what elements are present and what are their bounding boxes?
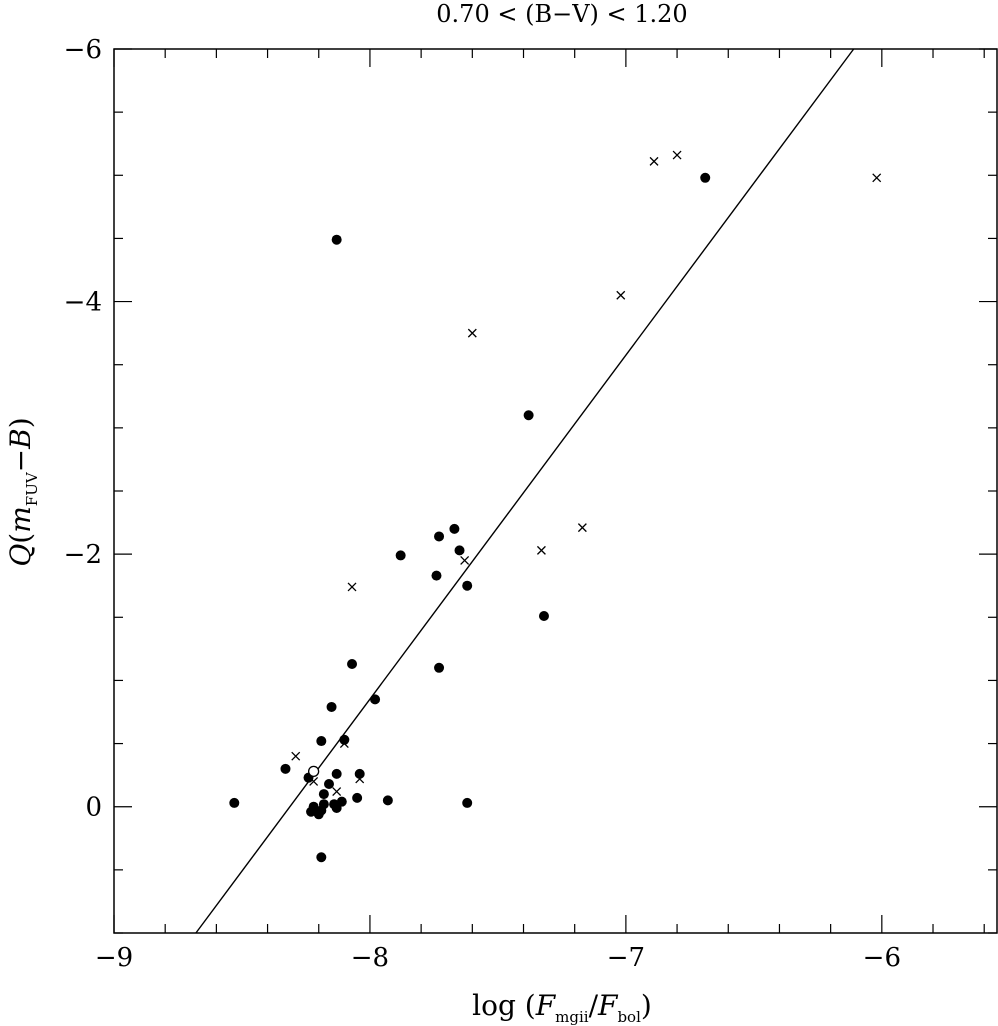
y-label-var: m bbox=[4, 506, 37, 533]
cross-point bbox=[616, 290, 626, 300]
filled-circle-point bbox=[382, 795, 393, 806]
filled-circle-point bbox=[352, 792, 363, 803]
cross-point bbox=[332, 787, 342, 797]
y-label-open: ( bbox=[4, 533, 37, 544]
x-label-prefix: log ( bbox=[472, 989, 536, 1022]
x-label-num-sub: mgii bbox=[555, 1008, 589, 1026]
filled-circle-point bbox=[316, 852, 327, 863]
filled-circle-point bbox=[431, 570, 442, 581]
filled-circle-point bbox=[462, 580, 473, 591]
cross-point bbox=[460, 555, 470, 565]
filled-circle-point bbox=[523, 410, 534, 421]
x-label-den-sub: bol bbox=[617, 1008, 641, 1026]
filled-circle-point bbox=[434, 662, 445, 673]
filled-circle-point bbox=[347, 659, 358, 670]
y-axis-label: Q(mFUV−B) bbox=[4, 417, 41, 566]
filled-circle-point bbox=[229, 797, 240, 808]
x-tick-label: −9 bbox=[95, 943, 133, 973]
cross-point bbox=[339, 739, 349, 749]
cross-point bbox=[355, 774, 365, 784]
y-tick-label: −4 bbox=[64, 288, 102, 318]
cross-point bbox=[309, 776, 319, 786]
y-label-q: Q bbox=[4, 544, 37, 567]
plot-area bbox=[195, 48, 882, 934]
chart-title: 0.70 < (B−V) < 1.20 bbox=[436, 0, 687, 28]
tick-labels: −9 −8 −7 −6 0 −2 −4 −6 bbox=[64, 35, 901, 973]
filled-circle-point bbox=[316, 736, 327, 747]
y-tick-label: −2 bbox=[64, 540, 102, 570]
cross-point bbox=[672, 150, 682, 160]
filled-circle-point bbox=[370, 694, 381, 705]
filled-circle-point bbox=[326, 701, 337, 712]
cross-point bbox=[467, 328, 477, 338]
y-label-close: ) bbox=[4, 417, 37, 428]
x-tick-label: −7 bbox=[607, 943, 645, 973]
filled-circle-point bbox=[339, 734, 350, 745]
minor-ticks bbox=[114, 49, 997, 934]
plot-frame bbox=[113, 48, 998, 934]
data-points bbox=[229, 150, 882, 863]
filled-circle-point bbox=[700, 172, 711, 183]
y-label-sub: FUV bbox=[23, 471, 41, 506]
filled-circle-point bbox=[434, 531, 445, 542]
y-tick-label: −6 bbox=[64, 35, 102, 65]
cross-point bbox=[872, 173, 882, 183]
filled-circle-point bbox=[323, 778, 334, 789]
filled-circle-point bbox=[318, 789, 329, 800]
filled-circle-point bbox=[306, 806, 317, 817]
filled-circle-point bbox=[354, 768, 365, 779]
major-ticks bbox=[113, 48, 997, 933]
open-circle-point bbox=[307, 765, 320, 778]
fit-line bbox=[195, 48, 855, 934]
cross-point bbox=[536, 545, 546, 555]
x-label-suffix: ) bbox=[641, 989, 652, 1022]
x-label-num-var: F bbox=[535, 989, 557, 1022]
filled-circle-point bbox=[313, 809, 324, 820]
cross-point bbox=[291, 751, 301, 761]
filled-circle-point bbox=[280, 763, 291, 774]
x-tick-label: −8 bbox=[351, 943, 389, 973]
x-label-slash: / bbox=[589, 989, 599, 1022]
cross-point bbox=[649, 156, 659, 166]
filled-circle-point bbox=[462, 797, 473, 808]
x-axis-label: log (Fmgii/Fbol) bbox=[472, 989, 652, 1026]
filled-circle-point bbox=[331, 768, 342, 779]
filled-circle-point bbox=[454, 545, 465, 556]
x-label-den-var: F bbox=[597, 989, 619, 1022]
y-tick-label: 0 bbox=[85, 793, 102, 823]
x-tick-label: −6 bbox=[863, 943, 901, 973]
filled-circle-point bbox=[331, 234, 342, 245]
cross-point bbox=[577, 523, 587, 533]
y-label-minus: −B bbox=[4, 428, 37, 472]
filled-circle-point bbox=[331, 802, 342, 813]
filled-circle-point bbox=[449, 523, 460, 534]
cross-point bbox=[347, 582, 357, 592]
filled-circle-point bbox=[538, 611, 549, 622]
filled-circle-point bbox=[395, 550, 406, 561]
